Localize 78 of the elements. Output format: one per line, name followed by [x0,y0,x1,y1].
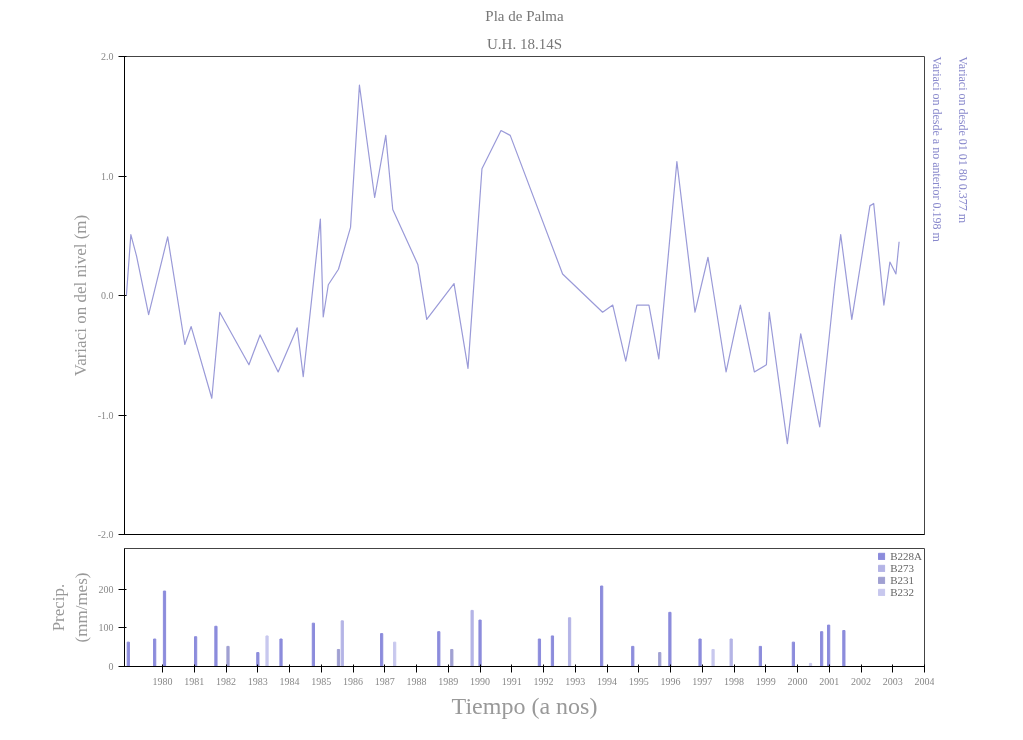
bar [567,617,572,667]
bar [340,620,344,667]
y-tick-label: 0.0 [101,290,114,301]
bar [279,638,283,667]
bar [256,652,260,667]
bar [470,609,474,667]
bar [162,590,167,667]
bar [827,624,831,667]
bar [791,641,795,667]
bar [437,631,441,667]
bar [380,633,384,667]
text: Variaci on desde 01 01 80 0.377 m [955,56,970,224]
bar [450,648,454,667]
y-tick-label: 100 [98,622,114,634]
bar [153,638,157,667]
x-tick-label: 1995 [628,675,649,687]
bar [226,645,230,667]
bar [194,636,198,667]
bar [214,625,218,667]
x-tick-label: 1990 [470,675,491,687]
chart-title: U.H. 18.14S [487,35,563,52]
y-tick-label: -2.0 [97,529,114,540]
y-tick-label: -1.0 [97,409,114,421]
y-tick-label: 200 [98,583,114,595]
legend-label: B231 [890,574,915,586]
bar [311,622,315,667]
x-tick-label: 2000 [787,675,808,687]
x-tick-label: 1991 [501,675,522,687]
bar [711,648,715,667]
bar [842,630,846,667]
legend-label: B228A [890,550,922,562]
x-tick-label: 1994 [597,675,618,687]
legend-label: B273 [890,562,915,574]
y-tick-label: 2.0 [101,51,114,62]
x-tick-label: 1993 [565,675,586,687]
bar [336,648,341,667]
x-tick-label: 2001 [819,675,840,687]
legend-label: B232 [890,586,915,598]
bar [537,638,542,667]
x-tick-label: 1997 [692,675,713,687]
x-tick-label: 1989 [438,675,459,687]
line-series [125,84,900,445]
bar [820,631,824,667]
x-tick-label: 2003 [882,675,903,687]
y-tick-label: 1.0 [101,170,114,182]
y-axis-title: Precip. (mm/mes) [48,572,91,643]
bar [265,635,269,667]
bar [393,641,397,667]
x-tick-label: 1985 [311,675,332,687]
bar [698,638,702,667]
x-tick-label: 1996 [660,675,681,687]
bar [631,645,635,667]
x-tick-label: 1980 [152,675,173,687]
bar [729,638,733,667]
bar [600,585,604,667]
x-tick-label: 1982 [216,675,237,687]
x-tick-label: 1988 [406,675,427,687]
x-tick-label: 1983 [247,675,268,687]
x-tick-label: 2004 [914,675,935,687]
bar [758,645,762,667]
bar [550,635,555,667]
x-tick-label: 1999 [755,675,776,687]
x-tick-label: 1992 [533,675,554,687]
bar [478,619,482,667]
x-tick-label: 1981 [184,675,205,687]
bar [126,641,130,667]
x-tick-label: 1998 [724,675,745,687]
text: Variaci on desde a no anterior 0.198 m [929,56,944,243]
x-tick-label: 1986 [343,675,364,687]
x-tick-label: 2002 [851,675,872,687]
chart-subtitle: Pla de Palma [485,7,564,24]
x-tick-label: 1987 [374,675,395,687]
x-axis-title: Tiempo (a nos) [451,692,598,719]
y-axis-title: Variaci on del nivel (m) [70,214,90,377]
x-tick-label: 1984 [279,675,300,687]
bar [668,611,672,667]
y-tick-label: 0 [108,661,114,672]
bar [658,652,662,667]
